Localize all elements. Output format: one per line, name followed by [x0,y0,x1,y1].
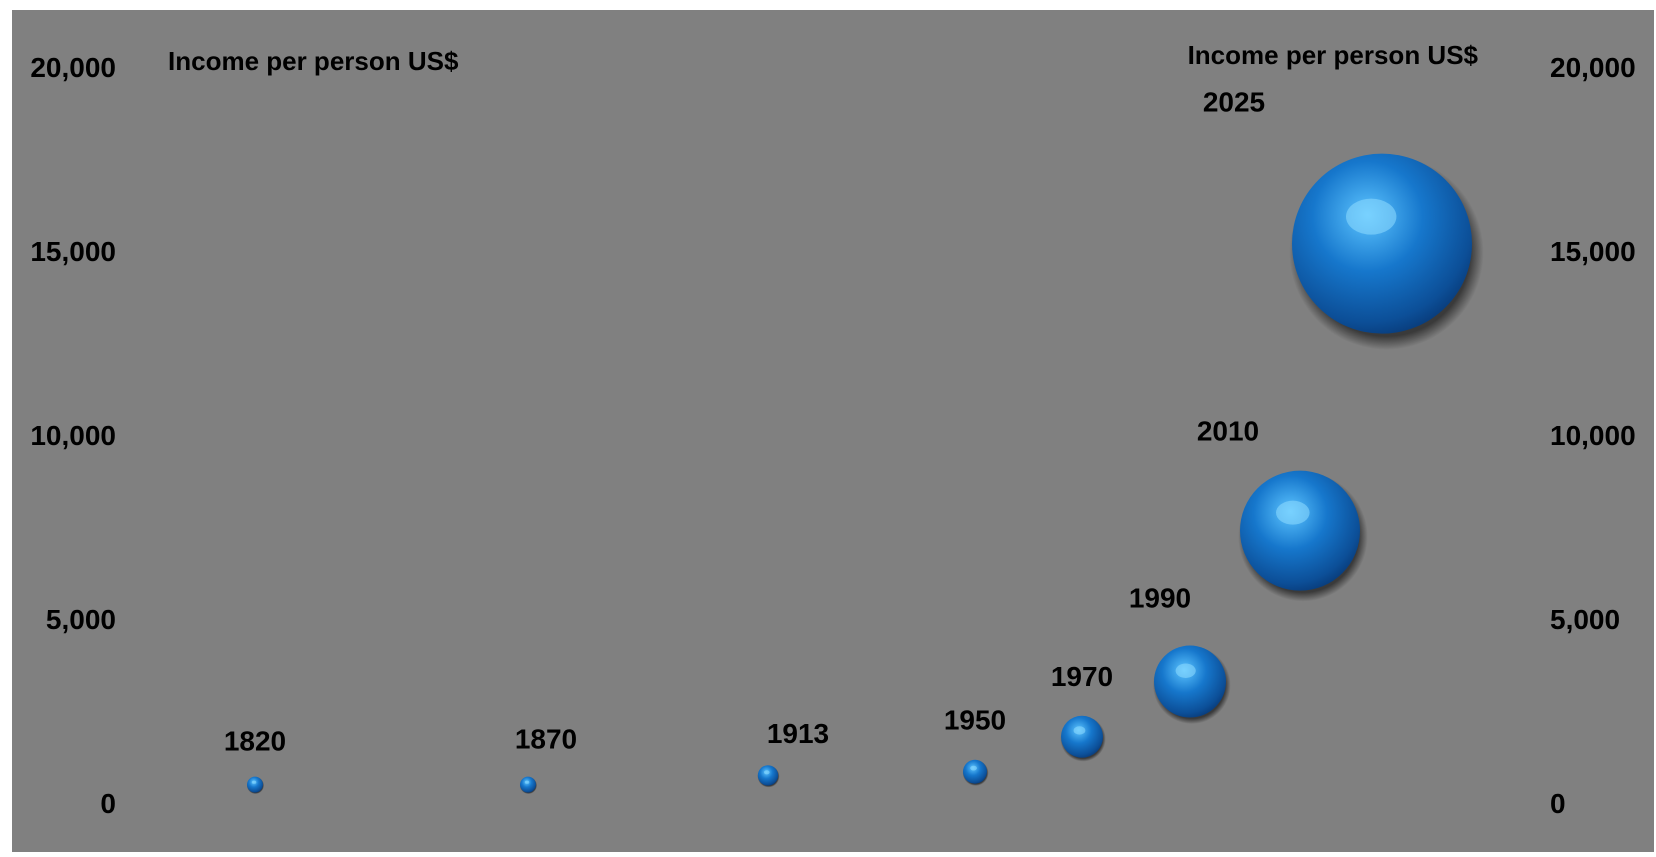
bubble-1913 [757,765,779,786]
chart-background [12,10,1654,852]
bubble-label-1870: 1870 [515,724,577,755]
bubble-label-1970: 1970 [1051,661,1113,692]
bubble-highlight [1346,198,1397,235]
bubble-highlight [763,770,770,775]
left-tick-label: 5,000 [46,604,116,635]
bubble-label-2025: 2025 [1203,87,1265,118]
right-tick-label: 20,000 [1550,52,1636,83]
right-tick-label: 5,000 [1550,604,1620,635]
right-axis-label: Income per person US$ [1188,40,1479,70]
right-tick-label: 10,000 [1550,420,1636,451]
right-tick-label: 0 [1550,788,1566,819]
bubble-label-1913: 1913 [767,718,829,749]
bubble-highlight [1175,663,1196,678]
left-tick-label: 15,000 [30,236,116,267]
bubble-2010 [1240,470,1360,591]
bubble-highlight [1276,500,1310,525]
bubble-label-2010: 2010 [1197,416,1259,447]
bubble-1950 [963,759,987,784]
left-axis-label: Income per person US$ [168,46,459,76]
right-y-axis: 0 5,000 10,000 15,000 20,000 [1550,52,1636,819]
bubble-highlight [970,765,977,771]
bubble-1820 [247,776,263,793]
bubble-1870 [520,776,536,793]
bubble-label-1820: 1820 [224,726,286,757]
right-tick-label: 15,000 [1550,236,1636,267]
bubble-series: 1820 1870 1913 1950 1970 1990 2010 2025 [224,87,1484,795]
bubble-highlight [524,780,530,784]
bubble-label-1950: 1950 [944,705,1006,736]
bubble-highlight [1073,726,1086,735]
left-y-axis: 0 5,000 10,000 15,000 20,000 [30,52,116,819]
bubble-label-1990: 1990 [1129,583,1191,614]
bubble-highlight [251,780,257,784]
left-tick-label: 20,000 [30,52,116,83]
bubble-1990 [1154,645,1226,718]
bubble-1970 [1061,715,1103,758]
left-tick-label: 0 [100,788,116,819]
bubble-2025 [1292,153,1472,334]
left-tick-label: 10,000 [30,420,116,451]
